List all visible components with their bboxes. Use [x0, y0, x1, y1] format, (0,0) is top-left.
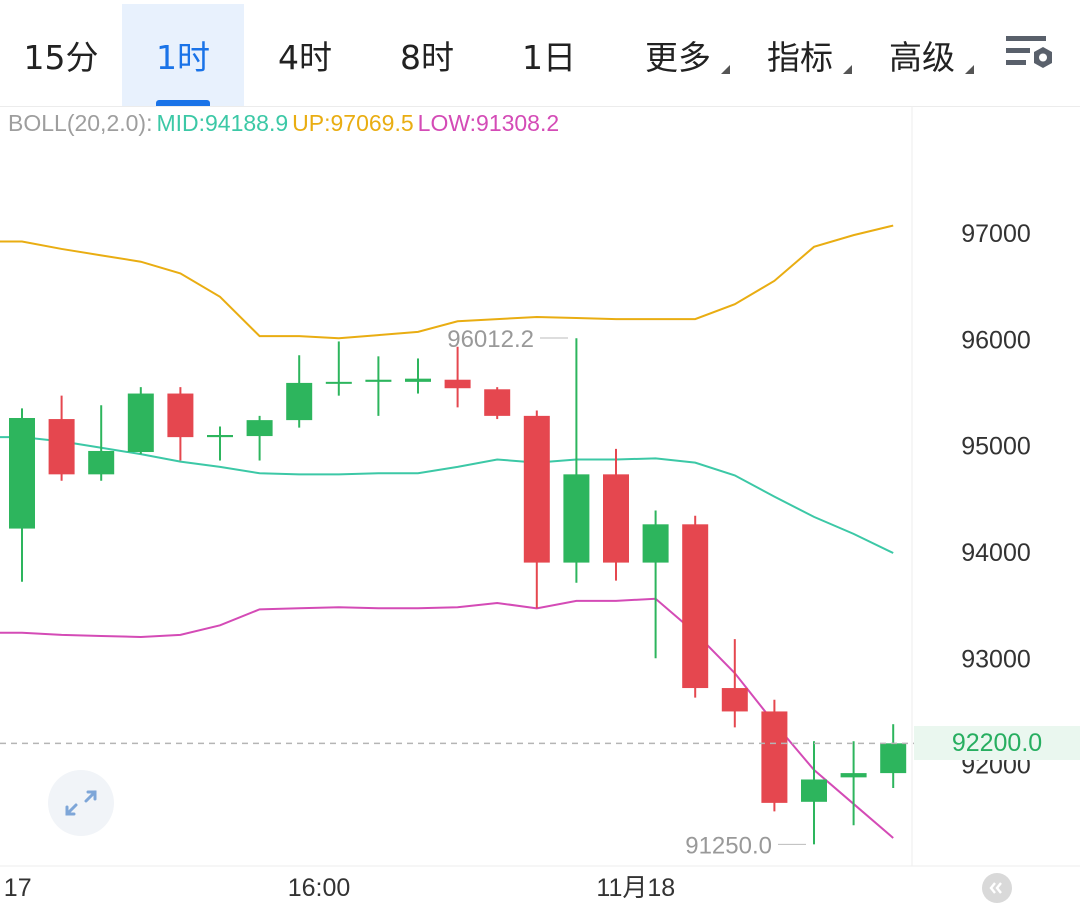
double-chevron-left-icon [989, 882, 1002, 894]
candle-down [444, 379, 471, 389]
y-tick-label: 93000 [961, 645, 1031, 673]
high-price-label: 96012.2 [447, 326, 534, 353]
active-tab-indicator [156, 100, 210, 106]
boll-legend-up: UP:97069.5 [292, 110, 414, 136]
fullscreen-button[interactable] [48, 770, 114, 836]
y-tick-label: 97000 [961, 220, 1031, 248]
tab-label: 8时 [400, 38, 454, 77]
boll-mid-line [0, 436, 894, 554]
tab-more[interactable]: 更多 [628, 4, 730, 106]
current-price-tag: 92200.0 [914, 726, 1080, 760]
candle-down [48, 419, 75, 475]
tab-label: 15分 [23, 38, 99, 77]
candle-up [325, 381, 352, 384]
tab-label: 1日 [522, 38, 576, 77]
tab-label: 4时 [278, 38, 332, 77]
candle-up [405, 378, 431, 382]
candle-up [127, 393, 154, 453]
tab-8h[interactable]: 8时 [366, 4, 488, 106]
candle-up [365, 379, 392, 382]
candle-down [523, 415, 550, 563]
x-tick-label: 1月17 [0, 874, 32, 902]
current-price-value: 92200.0 [951, 728, 1043, 757]
candle-down [761, 711, 788, 803]
candlestick-chart[interactable]: 9700096000950009400093000920001月1716:001… [0, 106, 1080, 907]
reset-view-button[interactable] [982, 873, 1012, 903]
candle-down [603, 474, 629, 563]
candle-down [167, 393, 194, 438]
low-price-label: 91250.0 [685, 832, 772, 859]
tab-label: 高级 [889, 38, 955, 77]
boll-legend-mid: MID:94188.9 [156, 110, 289, 136]
tab-advanced[interactable]: 高级 [872, 4, 974, 106]
y-tick-label: 94000 [961, 539, 1031, 567]
dropdown-triangle-icon [843, 65, 852, 74]
candle-up [286, 382, 313, 421]
x-tick-label: 11月18 [596, 874, 675, 902]
tab-4h[interactable]: 4时 [244, 4, 366, 106]
candle-up [642, 524, 669, 563]
y-tick-label: 96000 [961, 326, 1031, 354]
dropdown-triangle-icon [965, 65, 974, 74]
boll-legend: BOLL(20,2.0): MID:94188.9 UP:97069.5 LOW:91… [8, 110, 563, 137]
tab-label: 更多 [645, 38, 711, 77]
x-tick-label: 16:00 [288, 874, 351, 902]
candle-up [801, 779, 827, 802]
chart-settings-button[interactable] [1000, 30, 1060, 80]
dropdown-triangle-icon [721, 65, 730, 74]
boll-low-line [0, 597, 894, 839]
y-tick-label: 95000 [961, 433, 1031, 461]
boll-legend-name: BOLL(20,2.0): [8, 110, 153, 136]
tab-label: 指标 [767, 38, 833, 77]
candle-up [9, 417, 35, 529]
candle-down [682, 524, 709, 689]
chart-settings-icon [1006, 36, 1052, 68]
tab-1d[interactable]: 1日 [488, 4, 610, 106]
candle-down [484, 389, 511, 416]
tab-indicators[interactable]: 指标 [750, 4, 852, 106]
interval-tab-bar: 15分 1时 4时 8时 1日 更多 指标 高级 [0, 0, 1080, 107]
candle-up [563, 474, 590, 563]
candle-down [721, 688, 748, 712]
tab-1h[interactable]: 1时 [122, 4, 244, 106]
boll-legend-low: LOW:91308.2 [417, 110, 560, 136]
candle-up [880, 743, 907, 774]
candle-up [88, 450, 115, 475]
expand-icon [65, 790, 97, 816]
boll-up-line [0, 224, 894, 340]
candle-up [840, 773, 867, 778]
candle-up [207, 435, 233, 438]
tab-15m[interactable]: 15分 [0, 4, 122, 106]
tab-label: 1时 [156, 38, 210, 77]
candle-up [246, 420, 273, 437]
